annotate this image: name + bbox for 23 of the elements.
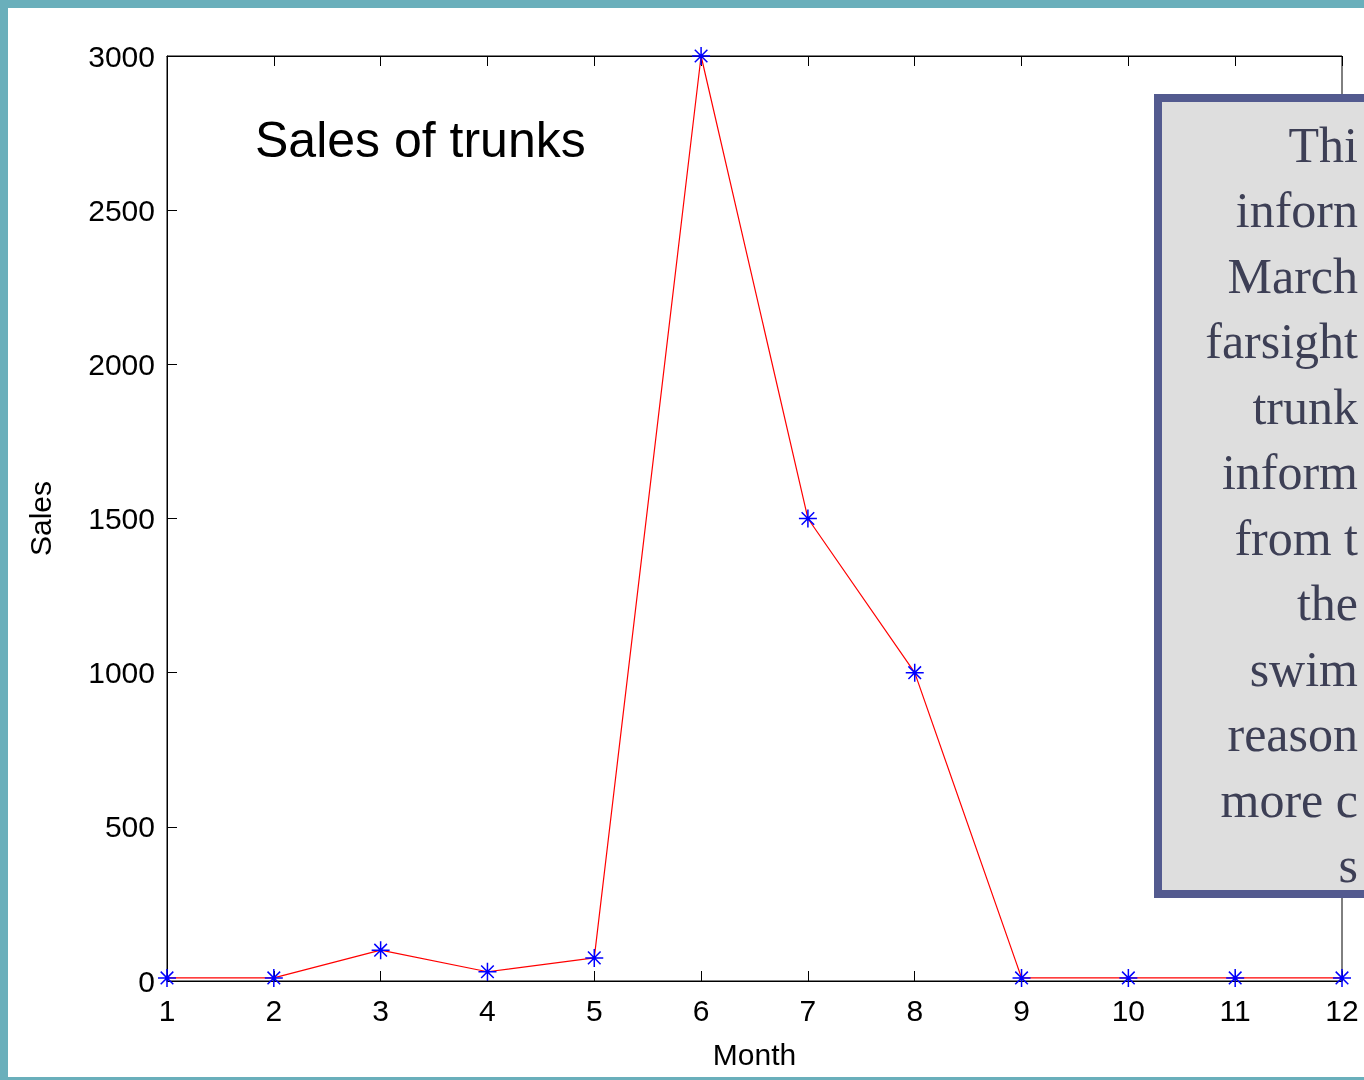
y-tick-label: 0 [138, 964, 155, 998]
text: Thi inforn March farsight trunk inform from t the swim reason more c s [1205, 116, 1358, 894]
x-tick-label: 11 [1219, 993, 1251, 1027]
y-tick-label: 1000 [88, 656, 155, 690]
x-tick-label: 7 [799, 993, 817, 1027]
x-tick-label: 2 [265, 993, 283, 1027]
x-tick-label: 8 [906, 993, 924, 1027]
y-tick-label: 500 [104, 810, 155, 844]
y-axis-title: Sales [23, 480, 57, 557]
y-tick-label: 2000 [88, 347, 155, 381]
x-tick-label: 9 [1013, 993, 1030, 1027]
x-tick-label: 3 [372, 993, 389, 1027]
x-tick-label: 1 [158, 993, 176, 1027]
x-tick-label: 5 [585, 993, 603, 1027]
y-tick-label: 1500 [88, 502, 155, 535]
x-tick-label: 10 [1111, 993, 1146, 1027]
text: Sales of trunks [255, 112, 586, 168]
y-tick-label: 2500 [88, 193, 155, 227]
x-tick-label: 6 [692, 993, 710, 1027]
y-tick-label: 3000 [88, 39, 155, 73]
x-tick-label: 4 [479, 993, 496, 1027]
x-tick-label: 12 [1325, 993, 1359, 1027]
x-axis-title: Month [712, 1037, 797, 1071]
